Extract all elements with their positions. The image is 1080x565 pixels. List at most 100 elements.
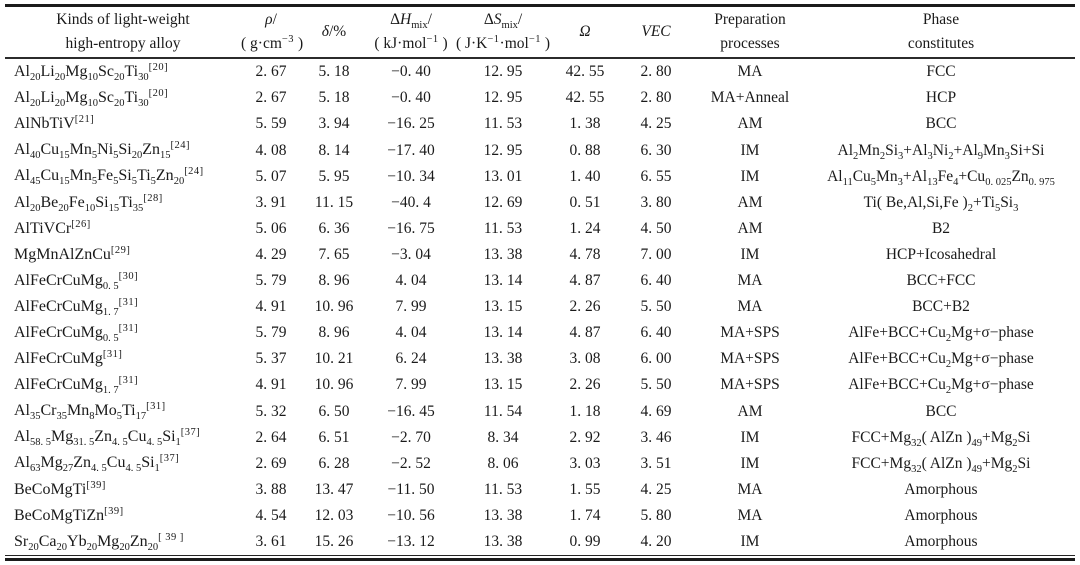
cell-omega: 2. 92	[569, 428, 601, 446]
cell-density: 3. 61	[255, 532, 287, 550]
table-row: AlTiVCr[26] 5. 06 6. 36 −16. 75 11. 53 1. 24 4…	[5, 216, 1075, 242]
cell-density: 2. 67	[255, 89, 287, 107]
cell-delta: 6. 28	[318, 454, 350, 472]
cell-vec: 7. 00	[640, 245, 672, 263]
cell-enthalpy: 7. 99	[395, 298, 427, 316]
cell-vec: 3. 46	[640, 428, 672, 446]
header-preparation: Preparation processes	[714, 10, 786, 52]
cell-delta: 10. 96	[314, 376, 354, 394]
cell-vec: 6. 30	[640, 141, 672, 159]
table-row: AlFeCrCuMg[31] 5. 37 10. 21 6. 24 13. 38 3. 0…	[5, 346, 1075, 372]
cell-enthalpy: −16. 25	[387, 115, 435, 133]
cell-density: 5. 79	[255, 272, 287, 290]
header-row: Kinds of light-weight high-entropy alloy ρ…	[5, 6, 1075, 58]
cell-vec: 4. 25	[640, 480, 672, 498]
cell-enthalpy: −16. 45	[387, 402, 435, 420]
table-row: Al20Be20Fe10Si15Ti35[28] 3. 91 11. 15 −40. …	[5, 189, 1075, 215]
cell-alloy: AlFeCrCuMg0. 5[31]	[14, 322, 139, 344]
cell-delta: 5. 18	[318, 63, 350, 81]
cell-alloy: AlFeCrCuMg[31]	[14, 349, 123, 368]
cell-preparation: MA+SPS	[720, 350, 780, 368]
cell-vec: 3. 51	[640, 454, 672, 472]
table-row: Al35Cr35Mn8Mo5Ti17[31] 5. 32 6. 50 −16. 45 1…	[5, 398, 1075, 424]
cell-preparation: IM	[740, 167, 760, 185]
cell-phase: Al11Cu5Mn3+Al13Fe4+Cu0. 025Zn0. 975	[827, 167, 1055, 188]
cell-delta: 12. 03	[314, 506, 354, 524]
cell-preparation: IM	[740, 245, 760, 263]
cell-vec: 4. 25	[640, 115, 672, 133]
cell-enthalpy: 6. 24	[395, 350, 427, 368]
cell-enthalpy: −2. 52	[391, 454, 431, 472]
cell-delta: 6. 36	[318, 219, 350, 237]
cell-delta: 15. 26	[314, 532, 354, 550]
cell-alloy: Al63Mg27Zn4. 5Cu4. 5Si1[37]	[14, 453, 180, 475]
header-alloy: Kinds of light-weight high-entropy alloy	[56, 10, 190, 52]
table-row: Al20Li20Mg10Sc20Ti30[20] 2. 67 5. 18 −0. 40…	[5, 58, 1075, 85]
table-header: Kinds of light-weight high-entropy alloy ρ…	[5, 6, 1075, 58]
cell-preparation: AM	[737, 115, 763, 133]
cell-entropy: 12. 95	[483, 141, 523, 159]
cell-entropy: 13. 01	[483, 167, 523, 185]
cell-omega: 2. 26	[569, 376, 601, 394]
cell-preparation: AM	[737, 219, 763, 237]
cell-phase: HCP	[925, 89, 957, 107]
cell-omega: 3. 03	[569, 454, 601, 472]
cell-phase: HCP+Icosahedral	[885, 245, 997, 263]
header-vec: VEC	[641, 22, 671, 40]
cell-delta: 10. 21	[314, 350, 354, 368]
cell-delta: 7. 65	[318, 245, 350, 263]
cell-alloy: AlFeCrCuMg1. 7[31]	[14, 375, 139, 397]
cell-preparation: MA+SPS	[720, 376, 780, 394]
table-row: AlFeCrCuMg1. 7[31] 4. 91 10. 96 7. 99 13. 15…	[5, 372, 1075, 398]
cell-phase: BCC+FCC	[906, 272, 976, 290]
cell-entropy: 13. 38	[483, 532, 523, 550]
cell-density: 4. 91	[255, 298, 287, 316]
cell-entropy: 13. 15	[483, 376, 523, 394]
cell-vec: 5. 80	[640, 506, 672, 524]
cell-alloy: BeCoMgTiZn[39]	[14, 505, 124, 524]
cell-entropy: 13. 38	[483, 506, 523, 524]
cell-phase: AlFe+BCC+Cu2Mg+σ−phase	[848, 376, 1034, 397]
cell-phase: BCC	[925, 115, 957, 133]
cell-phase: Al2Mn2Si3+Al3Ni2+Al9Mn3Si+Si	[837, 141, 1045, 162]
cell-phase: BCC+B2	[912, 298, 970, 316]
cell-vec: 6. 00	[640, 350, 672, 368]
cell-omega: 0. 51	[569, 193, 601, 211]
cell-vec: 5. 50	[640, 298, 672, 316]
table-row: AlNbTiV[21] 5. 59 3. 94 −16. 25 11. 53 1. 38 4…	[5, 111, 1075, 137]
cell-entropy: 12. 95	[483, 63, 523, 81]
cell-enthalpy: −13. 12	[387, 532, 435, 550]
table-row: AlFeCrCuMg1. 7[31] 4. 91 10. 96 7. 99 13. 15…	[5, 294, 1075, 320]
cell-vec: 2. 80	[640, 63, 672, 81]
cell-density: 3. 91	[255, 193, 287, 211]
table-row: Al63Mg27Zn4. 5Cu4. 5Si1[37] 2. 69 6. 28 −2.…	[5, 450, 1075, 476]
cell-enthalpy: −40. 4	[391, 193, 431, 211]
cell-density: 2. 67	[255, 63, 287, 81]
cell-preparation: MA	[737, 272, 763, 290]
cell-preparation: MA	[737, 63, 763, 81]
table-row: MgMnAlZnCu[29] 4. 29 7. 65 −3. 04 13. 38 4. 7…	[5, 242, 1075, 268]
cell-enthalpy: −3. 04	[391, 245, 431, 263]
cell-vec: 2. 80	[640, 89, 672, 107]
cell-omega: 4. 87	[569, 272, 601, 290]
cell-alloy: Al45Cu15Mn5Fe5Si5Ti5Zn20[24]	[14, 166, 204, 188]
cell-preparation: MA	[737, 298, 763, 316]
cell-phase: Amorphous	[904, 506, 978, 524]
cell-vec: 3. 80	[640, 193, 672, 211]
cell-density: 5. 79	[255, 324, 287, 342]
cell-alloy: Al40Cu15Mn5Ni5Si20Zn15[24]	[14, 140, 191, 162]
cell-delta: 3. 94	[318, 115, 350, 133]
cell-delta: 13. 47	[314, 480, 354, 498]
cell-delta: 6. 51	[318, 428, 350, 446]
cell-enthalpy: 7. 99	[395, 376, 427, 394]
cell-density: 4. 29	[255, 245, 287, 263]
cell-enthalpy: −10. 34	[387, 167, 435, 185]
cell-alloy: Sr20Ca20Yb20Mg20Zn20[ 39 ]	[14, 531, 184, 553]
cell-phase: FCC	[926, 63, 956, 81]
cell-vec: 4. 69	[640, 402, 672, 420]
cell-preparation: IM	[740, 141, 760, 159]
table-row: AlFeCrCuMg0. 5[30] 5. 79 8. 96 4. 04 13. 14 4…	[5, 268, 1075, 294]
cell-preparation: MA	[737, 506, 763, 524]
table-row: Sr20Ca20Yb20Mg20Zn20[ 39 ] 3. 61 15. 26 −13…	[5, 529, 1075, 556]
